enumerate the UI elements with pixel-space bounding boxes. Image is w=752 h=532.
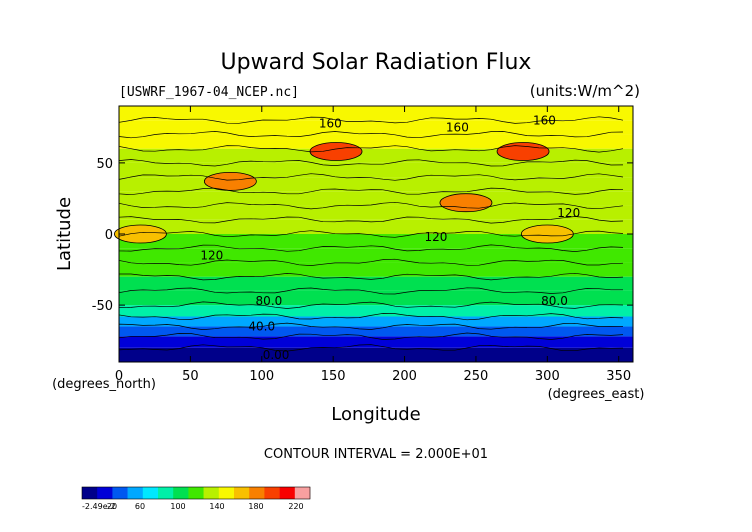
colorbar-tick-label: 60 bbox=[135, 502, 145, 511]
colorbar-swatch bbox=[142, 487, 159, 499]
contour-label: 40.0 bbox=[248, 320, 275, 334]
x-tick-label: 50 bbox=[182, 369, 199, 384]
contour-line bbox=[118, 301, 624, 309]
x-tick-label: 350 bbox=[606, 369, 631, 384]
contour-label: 120 bbox=[557, 206, 580, 220]
lat-band bbox=[119, 248, 633, 263]
colorbar-swatch bbox=[203, 487, 220, 499]
contour-label: 160 bbox=[533, 113, 556, 127]
plot-area: 160 160 160 120 120 120 80.0 80.0 40.0 0.00 0 50 100… bbox=[92, 105, 634, 384]
colorbar-swatch bbox=[173, 487, 189, 499]
y-tick-label: 50 bbox=[96, 157, 113, 172]
lat-band bbox=[119, 205, 633, 220]
contour-label: 120 bbox=[200, 249, 223, 263]
colorbar-swatch bbox=[112, 487, 128, 499]
lat-band bbox=[119, 326, 633, 337]
colorbar-swatch bbox=[249, 487, 265, 499]
contour-line bbox=[118, 173, 624, 181]
x-tick-label: 0 bbox=[115, 369, 123, 384]
contour-line bbox=[118, 313, 624, 321]
hotspot bbox=[203, 171, 257, 191]
lat-band bbox=[119, 316, 633, 327]
contour-line bbox=[118, 216, 624, 224]
hotspot bbox=[439, 193, 493, 213]
lat-band bbox=[119, 234, 633, 249]
x-axis-label: Longitude bbox=[331, 404, 421, 425]
colorbar-swatch bbox=[97, 487, 113, 499]
colorbar-swatch bbox=[294, 487, 311, 499]
hotspot bbox=[496, 142, 550, 161]
y-unit-note: (degrees_north) bbox=[52, 377, 156, 392]
x-tick-label: 250 bbox=[464, 369, 489, 384]
contour-label: 80.0 bbox=[256, 294, 283, 308]
lat-band bbox=[119, 262, 633, 277]
contour-interval: CONTOUR INTERVAL = 2.000E+01 bbox=[264, 447, 488, 462]
colorbar-frame bbox=[81, 486, 311, 500]
colorbar-tick-label: 100 bbox=[170, 502, 185, 511]
colorbar-swatch bbox=[158, 487, 174, 499]
lat-band bbox=[119, 336, 633, 348]
contour-line bbox=[118, 332, 624, 340]
lat-band bbox=[119, 290, 633, 306]
lat-band bbox=[119, 148, 633, 163]
lat-band bbox=[119, 219, 633, 234]
colorbar-tick-label: 180 bbox=[248, 502, 263, 511]
chart-title: Upward Solar Radiation Flux bbox=[221, 50, 532, 75]
lat-band bbox=[119, 305, 633, 317]
colorbar-swatch bbox=[264, 487, 280, 499]
contour-line bbox=[118, 322, 624, 330]
contour-label: 160 bbox=[446, 121, 469, 135]
contour-line bbox=[118, 145, 624, 153]
colorbar-swatch bbox=[218, 487, 235, 499]
x-tick-label: 100 bbox=[249, 369, 274, 384]
hotspot bbox=[114, 224, 167, 244]
lat-band bbox=[119, 191, 633, 206]
hotspot bbox=[520, 224, 574, 244]
colorbar-swatch bbox=[127, 487, 144, 499]
colorbar-tick-label: 220 bbox=[288, 502, 303, 511]
lat-band bbox=[119, 134, 633, 149]
file-label: [USWRF_1967-04_NCEP.nc] bbox=[119, 85, 299, 100]
colorbar-tick-label: 140 bbox=[209, 502, 224, 511]
lat-band bbox=[119, 162, 633, 178]
lat-band bbox=[119, 177, 633, 192]
contour-line bbox=[118, 258, 624, 266]
units-label: (units:W/m^2) bbox=[530, 82, 640, 100]
x-unit-note: (degrees_east) bbox=[548, 387, 645, 402]
colorbar: -2.49e-220 60 100 140 180 220 bbox=[81, 486, 311, 511]
contour-line bbox=[118, 244, 624, 252]
contour-line bbox=[118, 187, 624, 196]
lat-band bbox=[119, 120, 633, 135]
lat-band bbox=[119, 106, 633, 121]
colorbar-tick-label: 20 bbox=[107, 502, 117, 511]
contour-line bbox=[118, 201, 624, 210]
contour-line bbox=[118, 344, 624, 352]
lat-band bbox=[119, 347, 633, 362]
contour-line bbox=[118, 272, 624, 281]
colorbar-swatch bbox=[279, 487, 296, 499]
y-axis-label: Latitude bbox=[54, 197, 75, 271]
colorbar-swatch bbox=[234, 487, 250, 499]
contour-line bbox=[118, 287, 623, 295]
y-tick-label: -50 bbox=[92, 299, 113, 314]
contour-label: 0.00 bbox=[263, 348, 290, 362]
contour-line bbox=[118, 131, 624, 139]
contour-label: 80.0 bbox=[541, 294, 568, 308]
x-tick-label: 300 bbox=[535, 369, 560, 384]
x-tick-label: 200 bbox=[392, 369, 417, 384]
lat-band bbox=[119, 276, 633, 291]
colorbar-swatch bbox=[82, 487, 98, 499]
contour-label: 120 bbox=[425, 230, 448, 244]
contour-label: 160 bbox=[319, 116, 342, 130]
contour-line bbox=[118, 230, 624, 238]
colorbar-swatch bbox=[188, 487, 204, 499]
contour-line bbox=[118, 159, 624, 167]
colorbar-tick-label: -2.49e-2 bbox=[82, 502, 116, 511]
y-tick-label: 0 bbox=[105, 228, 113, 243]
x-tick-label: 150 bbox=[321, 369, 346, 384]
contour-line bbox=[118, 116, 624, 124]
